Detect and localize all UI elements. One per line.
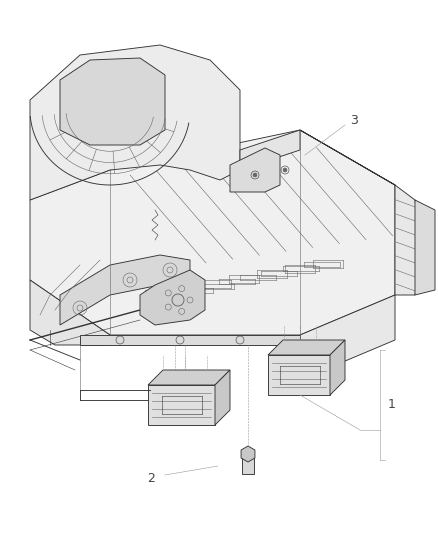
Polygon shape (148, 385, 215, 425)
Polygon shape (241, 446, 255, 462)
Polygon shape (140, 270, 205, 325)
Circle shape (283, 168, 287, 172)
Polygon shape (415, 200, 435, 295)
Circle shape (253, 173, 257, 177)
Polygon shape (268, 355, 330, 395)
Polygon shape (300, 130, 420, 295)
Polygon shape (240, 130, 300, 170)
Polygon shape (300, 295, 395, 380)
Polygon shape (30, 280, 110, 345)
Polygon shape (330, 340, 345, 395)
Polygon shape (148, 370, 230, 385)
Polygon shape (60, 58, 165, 145)
Polygon shape (60, 255, 190, 325)
Text: 2: 2 (147, 472, 155, 484)
Polygon shape (230, 148, 280, 192)
Polygon shape (30, 45, 240, 200)
Polygon shape (242, 458, 254, 474)
Polygon shape (30, 130, 395, 335)
Text: 1: 1 (388, 399, 396, 411)
Polygon shape (268, 340, 345, 355)
Polygon shape (80, 335, 300, 345)
Text: 3: 3 (350, 114, 358, 126)
Polygon shape (215, 370, 230, 425)
